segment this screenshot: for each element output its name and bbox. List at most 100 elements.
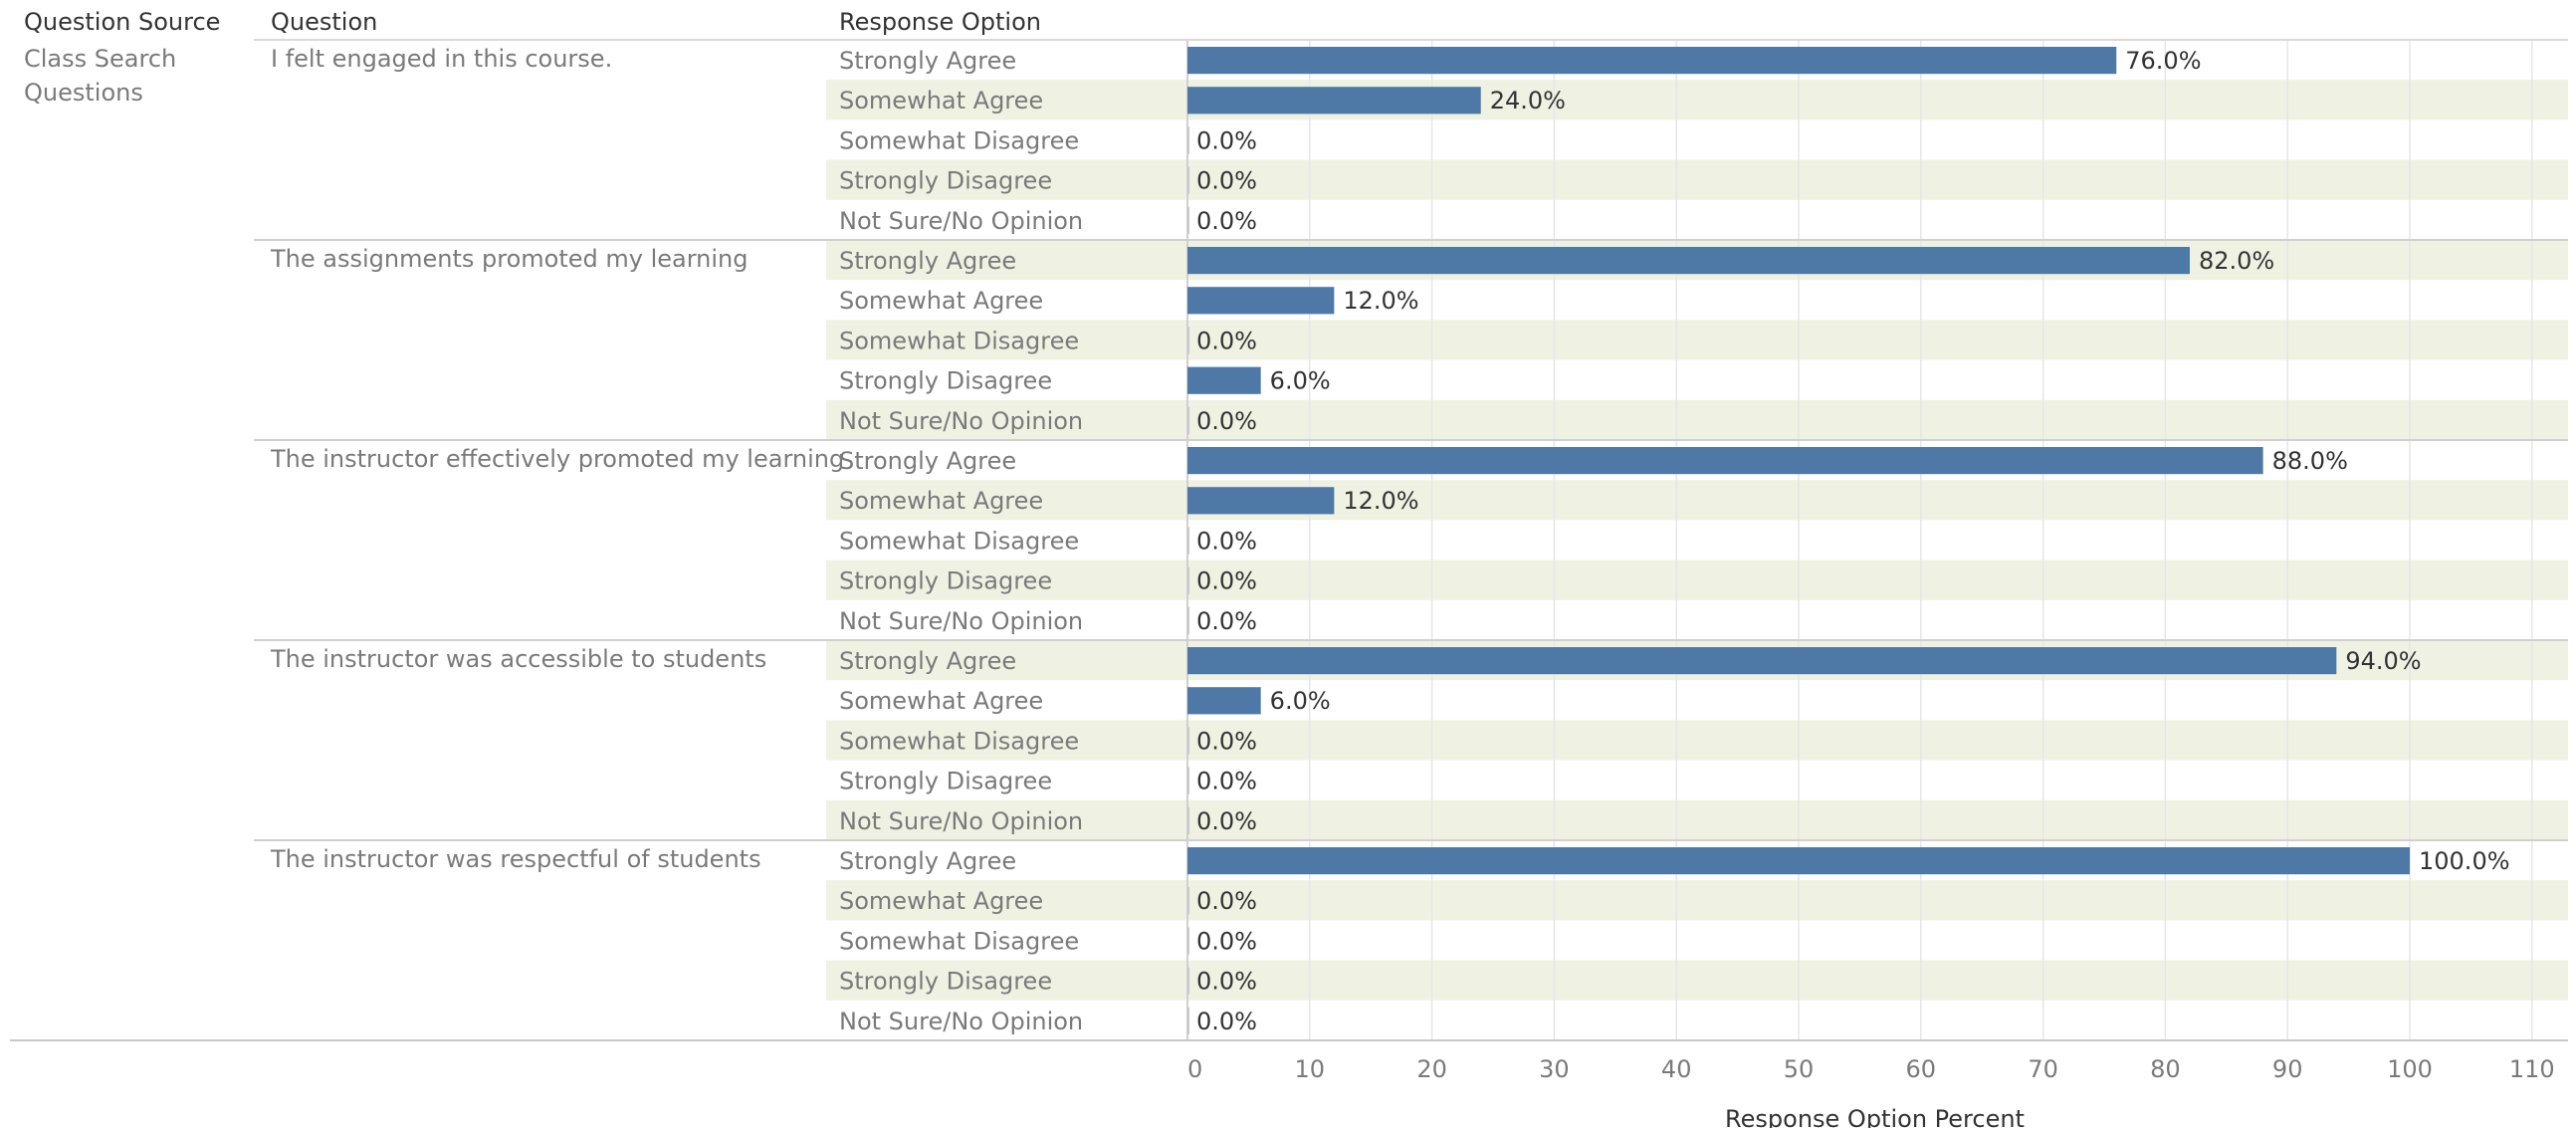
bar [1187, 967, 1189, 995]
row-band [826, 80, 2568, 120]
header-response-option: Response Option [839, 8, 1041, 36]
response-option-label: Strongly Disagree [839, 167, 1052, 195]
bar [1187, 527, 1189, 555]
bar [1187, 487, 1335, 515]
data-label: 0.0% [1196, 207, 1257, 235]
response-option-label: Somewhat Disagree [839, 126, 1079, 154]
data-label: 88.0% [2272, 447, 2348, 475]
bar [1187, 206, 1189, 234]
data-label: 76.0% [2125, 47, 2201, 75]
bar [1187, 1007, 1189, 1034]
bar [1187, 847, 2410, 875]
response-option-label: Somewhat Disagree [839, 527, 1079, 555]
data-label: 0.0% [1196, 567, 1257, 595]
bar [1187, 727, 1189, 755]
x-tick-label: 0 [1187, 1055, 1202, 1083]
x-tick-label: 30 [1539, 1055, 1570, 1083]
response-option-label: Not Sure/No Opinion [839, 1008, 1083, 1035]
bar [1187, 687, 1261, 715]
response-option-label: Strongly Disagree [839, 567, 1052, 595]
row-band [826, 960, 2568, 1001]
x-axis-title: Response Option Percent [1725, 1105, 2025, 1128]
response-option-label: Somewhat Disagree [839, 927, 1079, 955]
response-option-label: Somewhat Disagree [839, 727, 1079, 755]
bar [1187, 806, 1189, 834]
question-label: The instructor was accessible to student… [270, 645, 766, 673]
data-label: 0.0% [1196, 887, 1257, 915]
bar [1187, 366, 1261, 394]
response-option-label: Somewhat Disagree [839, 327, 1079, 354]
bar [1187, 126, 1189, 154]
response-option-label: Not Sure/No Opinion [839, 207, 1083, 235]
bar [1187, 606, 1189, 634]
data-label: 12.0% [1343, 487, 1418, 515]
question-label: The instructor effectively promoted my l… [270, 445, 844, 473]
response-option-label: Strongly Agree [839, 647, 1016, 675]
bar [1187, 247, 2190, 275]
data-label: 94.0% [2345, 647, 2421, 675]
bar [1187, 287, 1335, 315]
response-option-label: Strongly Agree [839, 247, 1016, 275]
bar [1187, 166, 1189, 194]
bar [1187, 647, 2337, 675]
header-question: Question [271, 8, 378, 36]
header-question-source: Question Source [24, 8, 221, 36]
row-band [826, 320, 2568, 360]
row-band [826, 480, 2568, 521]
data-label: 6.0% [1270, 687, 1331, 715]
response-option-label: Somewhat Agree [839, 687, 1043, 715]
data-label: 0.0% [1196, 327, 1257, 354]
question-label: The instructor was respectful of student… [270, 845, 761, 873]
data-label: 6.0% [1270, 367, 1331, 395]
x-tick-label: 90 [2272, 1055, 2303, 1083]
question-label: The assignments promoted my learning [270, 245, 748, 273]
data-label: 0.0% [1196, 727, 1257, 755]
x-tick-label: 10 [1295, 1055, 1326, 1083]
response-option-label: Strongly Agree [839, 847, 1016, 875]
response-option-label: Strongly Disagree [839, 367, 1052, 395]
response-option-label: Somewhat Agree [839, 87, 1043, 114]
data-label: 0.0% [1196, 167, 1257, 195]
bar [1187, 406, 1189, 434]
data-label: 0.0% [1196, 1008, 1257, 1035]
bar [1187, 887, 1189, 915]
row-band [826, 560, 2568, 600]
data-label: 0.0% [1196, 607, 1257, 635]
data-label: 24.0% [1490, 87, 1566, 114]
row-band [826, 399, 2568, 440]
response-option-label: Strongly Disagree [839, 968, 1052, 996]
data-label: 0.0% [1196, 968, 1257, 996]
x-tick-label: 110 [2509, 1055, 2555, 1083]
question-label: I felt engaged in this course. [271, 45, 612, 73]
row-band [826, 159, 2568, 200]
bar [1187, 327, 1189, 354]
bar [1187, 767, 1189, 794]
data-label: 0.0% [1196, 407, 1257, 435]
data-label: 12.0% [1343, 287, 1418, 315]
data-label: 0.0% [1196, 927, 1257, 955]
response-option-label: Strongly Disagree [839, 768, 1052, 795]
bar [1187, 927, 1189, 955]
response-option-label: Somewhat Agree [839, 887, 1043, 915]
response-option-label: Somewhat Agree [839, 487, 1043, 515]
response-option-label: Not Sure/No Opinion [839, 607, 1083, 635]
response-option-label: Strongly Agree [839, 447, 1016, 475]
x-tick-label: 70 [2028, 1055, 2058, 1083]
bar [1187, 566, 1189, 594]
question-source-label: Questions [24, 79, 143, 107]
data-label: 0.0% [1196, 768, 1257, 795]
response-option-label: Not Sure/No Opinion [839, 407, 1083, 435]
bar [1187, 87, 1481, 114]
x-tick-label: 40 [1661, 1055, 1692, 1083]
question-source-label: Class Search [24, 45, 176, 73]
x-tick-label: 80 [2150, 1055, 2181, 1083]
data-label: 100.0% [2419, 847, 2510, 875]
bar [1187, 447, 2263, 475]
x-tick-label: 60 [1906, 1055, 1937, 1083]
data-label: 0.0% [1196, 126, 1257, 154]
x-tick-label: 50 [1784, 1055, 1815, 1083]
response-option-label: Somewhat Agree [839, 287, 1043, 315]
response-option-label: Not Sure/No Opinion [839, 807, 1083, 835]
row-band [826, 880, 2568, 921]
